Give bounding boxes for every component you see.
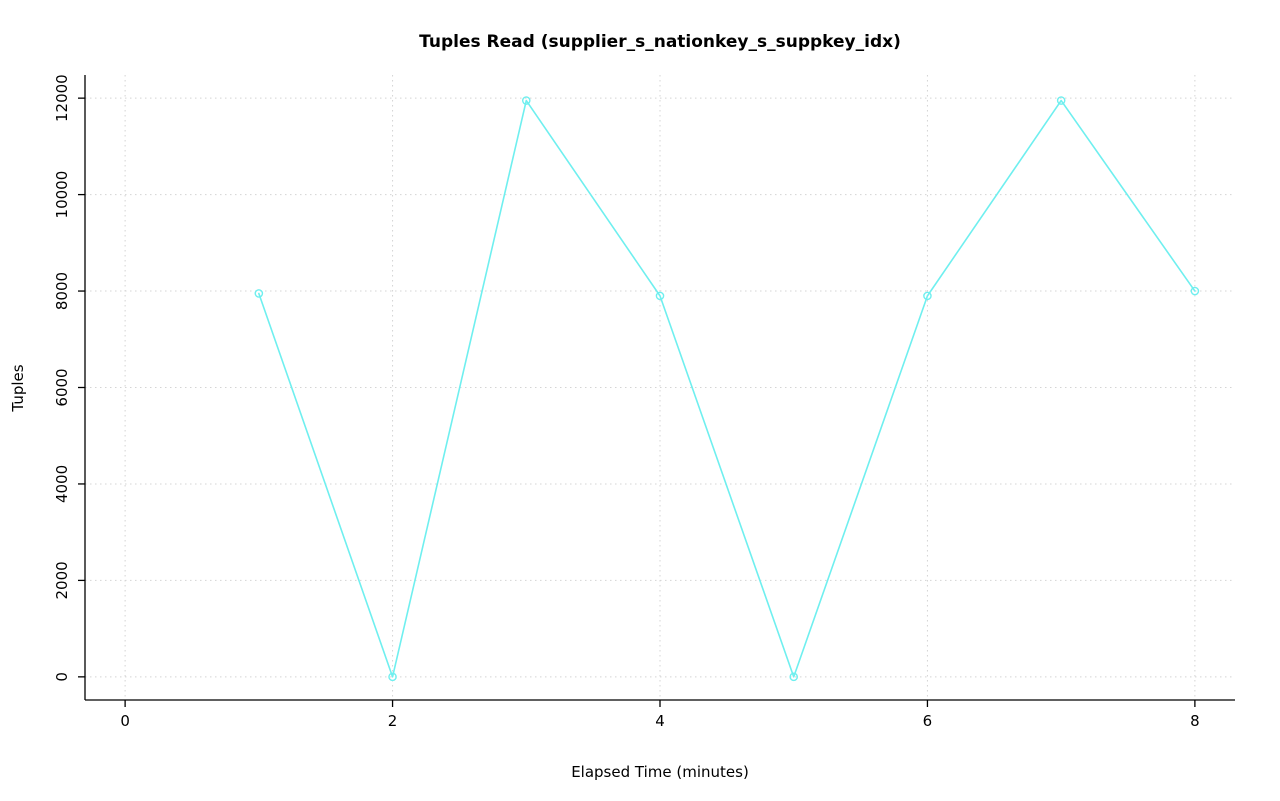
- x-axis-label: Elapsed Time (minutes): [571, 763, 749, 781]
- y-tick-label: 10000: [53, 171, 71, 219]
- y-tick-label: 12000: [53, 74, 71, 122]
- data-point: [254, 289, 264, 298]
- data-line: [258, 99, 1196, 678]
- chart-title: Tuples Read (supplier_s_nationkey_s_supp…: [419, 32, 901, 52]
- data-point: [1056, 96, 1066, 105]
- y-tick-label: 0: [53, 672, 71, 682]
- y-tick-label: 6000: [53, 368, 71, 406]
- data-point: [789, 672, 799, 682]
- data-point: [1190, 286, 1200, 296]
- x-tick-label: 0: [120, 712, 130, 730]
- x-tick-label: 2: [388, 712, 398, 730]
- y-tick-label: 2000: [53, 561, 71, 599]
- x-tick-label: 8: [1190, 712, 1200, 730]
- y-tick-label: 8000: [53, 272, 71, 310]
- x-tick-label: 6: [923, 712, 933, 730]
- data-point: [388, 672, 397, 682]
- data-point: [655, 291, 665, 301]
- y-axis-label: Tuples: [9, 364, 27, 412]
- data-point: [923, 291, 932, 301]
- y-tick-label: 4000: [53, 465, 71, 503]
- x-tick-label: 4: [655, 712, 665, 730]
- data-point: [521, 96, 531, 105]
